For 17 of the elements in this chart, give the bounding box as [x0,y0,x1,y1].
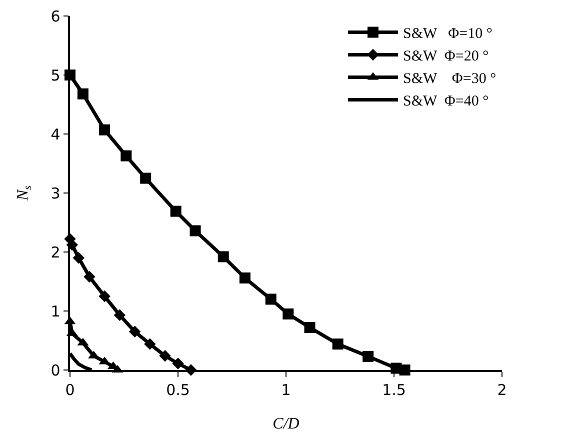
x-tick-label: 1.5 [382,380,406,399]
legend-label: S&W Φ=10 ° [403,26,492,42]
x-tick-label: 0.5 [166,380,190,399]
x-axis-title: C/D [272,416,300,432]
legend-label: S&W Φ=30 ° [403,71,496,88]
y-tick-label: 5 [50,66,60,84]
legend-label: S&W Φ=20 ° [403,48,489,65]
legend-label: S&W Φ=40 ° [403,94,489,110]
x-tick-label: 1 [281,380,291,399]
x-tick-label: 2 [497,380,507,399]
y-tick-label: 0 [50,361,60,380]
y-tick-label: 4 [50,125,60,144]
y-tick-label: 2 [50,243,60,262]
y-tick-label: 1 [50,302,60,320]
x-tick-label: 0 [65,380,75,399]
y-tick-label: 3 [50,184,60,202]
y-tick-label: 6 [50,7,60,26]
